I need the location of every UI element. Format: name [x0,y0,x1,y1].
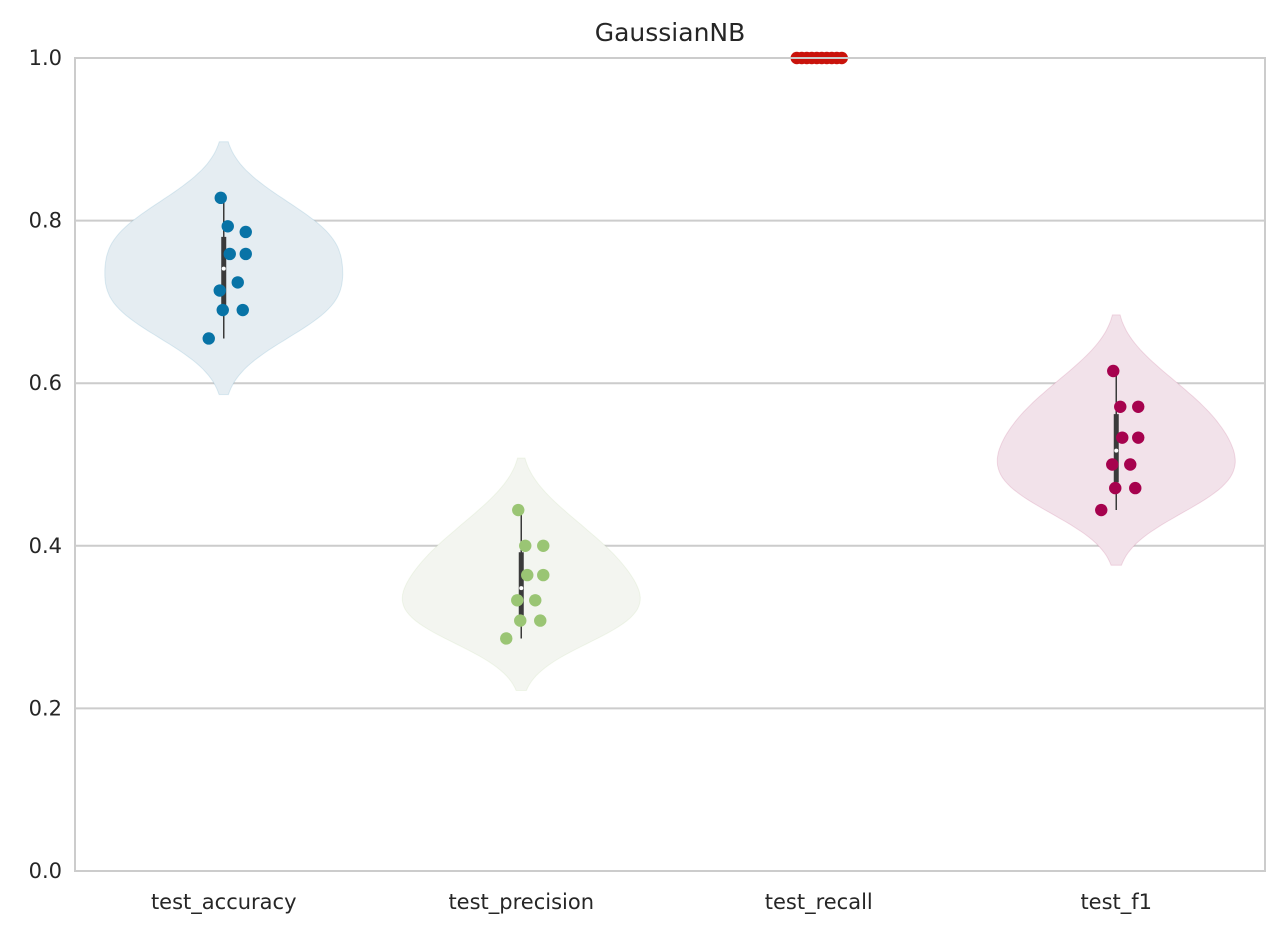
y-tick-label: 0.2 [29,696,62,720]
data-point-test_precision [500,632,513,645]
data-point-test_f1 [1109,481,1122,495]
data-point-test_precision [537,568,550,582]
data-point-test_f1 [1132,431,1145,444]
x-tick-label-test_recall: test_recall [765,890,873,915]
x-tick-label-test_precision: test_precision [448,890,594,915]
y-tick-label: 1.0 [29,46,62,70]
y-tick-label: 0.0 [29,859,62,883]
data-point-test_f1 [1124,458,1137,471]
data-point-test_f1 [1116,431,1129,444]
y-tick-label: 0.8 [29,209,62,233]
data-point-test_precision [511,594,524,607]
data-point-test_accuracy [221,220,234,233]
data-point-test_precision [537,539,550,552]
inner-boxes [221,197,1119,639]
x-tick-label-test_accuracy: test_accuracy [151,890,297,915]
data-point-test_precision [519,539,532,552]
data-point-test_accuracy [214,191,227,205]
data-point-test_precision [521,568,534,582]
data-point-test_accuracy [231,276,244,289]
violins [104,141,1236,691]
plot-frame [74,57,1266,872]
data-point-test_accuracy [223,247,236,261]
median-test_accuracy [221,266,226,271]
data-point-test_accuracy [236,303,249,317]
data-point-test_precision [512,503,525,517]
data-point-test_f1 [1106,458,1119,471]
median-test_precision [519,586,524,591]
data-point-test_f1 [1095,503,1108,517]
x-tick-labels: test_accuracy test_precision test_recall te… [151,890,1152,915]
x-tick-label-test_f1: test_f1 [1080,890,1152,915]
data-point-test_f1 [1114,400,1127,413]
data-point-test_precision [529,594,542,607]
data-point-test_precision [534,614,547,627]
y-tick-label: 0.6 [29,371,62,395]
data-point-test_accuracy [213,284,226,297]
data-point-test_f1 [1132,400,1145,413]
chart-title: GaussianNB [595,18,746,47]
y-tick-labels: 0.0 0.2 0.4 0.6 0.8 1.0 [29,46,62,883]
data-points [202,51,1145,645]
data-point-test_precision [514,614,527,627]
data-point-test_f1 [1129,481,1142,495]
data-point-test_f1 [1107,364,1120,378]
median-test_f1 [1114,448,1119,453]
data-point-test_accuracy [239,247,252,261]
data-point-test_accuracy [239,225,252,239]
data-point-test_accuracy [216,303,229,317]
data-point-test_accuracy [202,332,215,345]
y-tick-label: 0.4 [29,534,62,558]
